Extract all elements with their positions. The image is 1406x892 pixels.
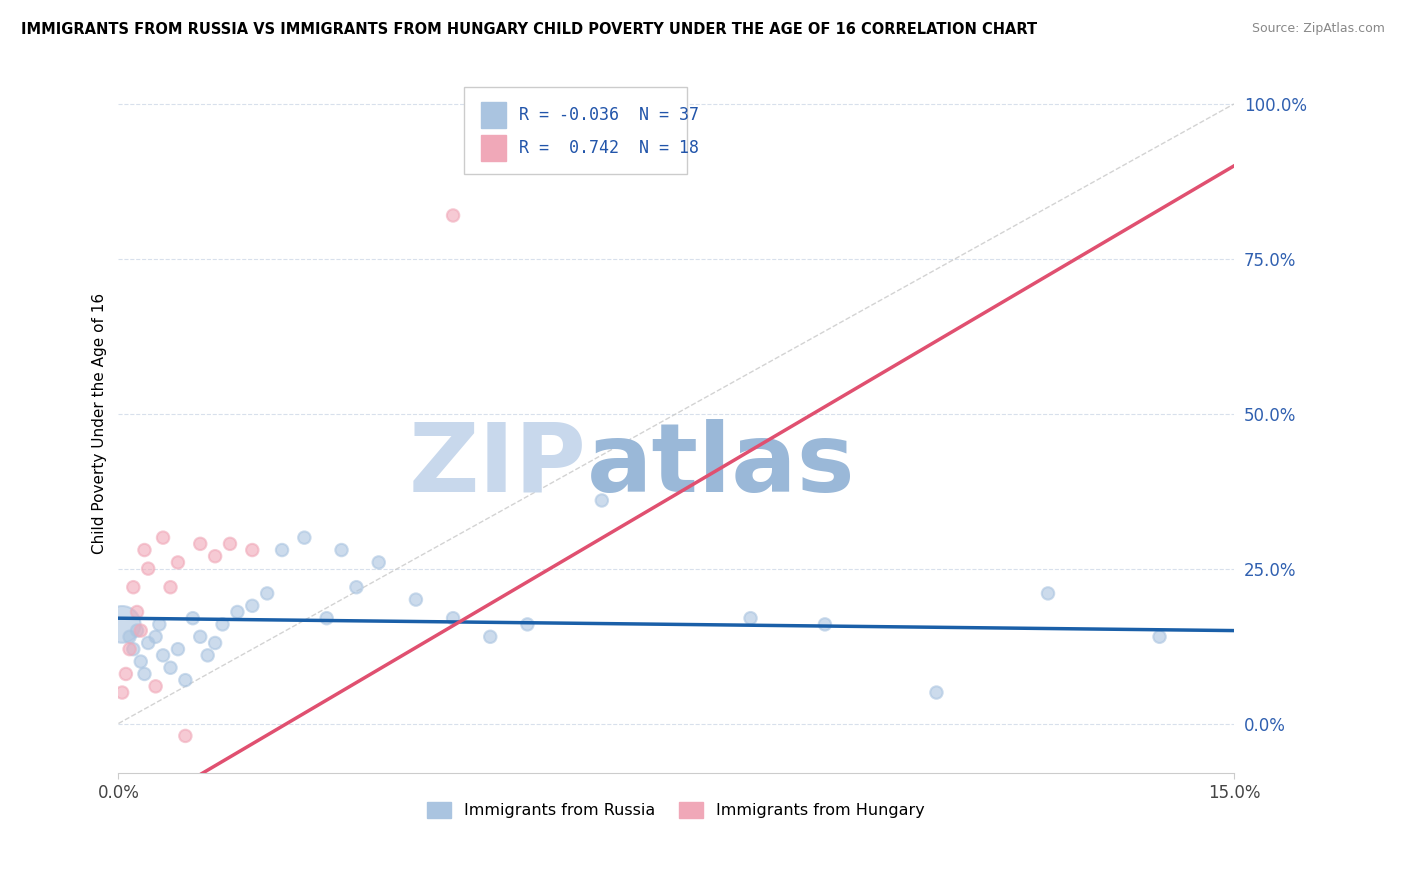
Point	[118, 642, 141, 657]
Point	[115, 667, 138, 681]
Point	[174, 729, 197, 743]
Point	[152, 648, 174, 663]
Point	[516, 617, 538, 632]
Point	[159, 661, 181, 675]
Point	[441, 209, 464, 223]
Point	[167, 642, 190, 657]
Point	[211, 617, 233, 632]
Bar	[481, 135, 506, 161]
Point	[197, 648, 219, 663]
Text: ZIP: ZIP	[409, 418, 586, 511]
Text: R =  0.742  N = 18: R = 0.742 N = 18	[519, 139, 699, 157]
Point	[122, 580, 145, 594]
Point	[134, 543, 156, 558]
Point	[814, 617, 837, 632]
Point	[204, 636, 226, 650]
Point	[122, 642, 145, 657]
Point	[256, 586, 278, 600]
Point	[136, 636, 159, 650]
Point	[240, 599, 263, 613]
Point	[118, 630, 141, 644]
Point	[226, 605, 249, 619]
Point	[181, 611, 204, 625]
Y-axis label: Child Poverty Under the Age of 16: Child Poverty Under the Age of 16	[93, 293, 107, 554]
Text: atlas: atlas	[586, 418, 856, 511]
Point	[136, 561, 159, 575]
Point	[167, 556, 190, 570]
Point	[315, 611, 337, 625]
Point	[367, 556, 389, 570]
Point	[271, 543, 294, 558]
Point	[591, 493, 613, 508]
Text: IMMIGRANTS FROM RUSSIA VS IMMIGRANTS FROM HUNGARY CHILD POVERTY UNDER THE AGE OF: IMMIGRANTS FROM RUSSIA VS IMMIGRANTS FRO…	[21, 22, 1038, 37]
Point	[145, 679, 167, 693]
Point	[441, 611, 464, 625]
Point	[159, 580, 181, 594]
Point	[204, 549, 226, 564]
Point	[479, 630, 502, 644]
Legend: Immigrants from Russia, Immigrants from Hungary: Immigrants from Russia, Immigrants from …	[420, 796, 931, 824]
Point	[405, 592, 427, 607]
Point	[344, 580, 367, 594]
Point	[111, 685, 134, 699]
Text: Source: ZipAtlas.com: Source: ZipAtlas.com	[1251, 22, 1385, 36]
Point	[188, 537, 211, 551]
Point	[188, 630, 211, 644]
Point	[129, 624, 152, 638]
Point	[292, 531, 315, 545]
Point	[1036, 586, 1059, 600]
Point	[125, 624, 148, 638]
FancyBboxPatch shape	[464, 87, 688, 175]
Point	[129, 655, 152, 669]
Point	[125, 605, 148, 619]
Point	[740, 611, 762, 625]
Point	[925, 685, 948, 699]
Point	[152, 531, 174, 545]
Point	[219, 537, 242, 551]
Point	[174, 673, 197, 688]
Point	[240, 543, 263, 558]
Point	[1149, 630, 1171, 644]
Point	[111, 617, 134, 632]
Point	[330, 543, 353, 558]
Point	[134, 667, 156, 681]
Text: R = -0.036  N = 37: R = -0.036 N = 37	[519, 106, 699, 124]
Point	[148, 617, 170, 632]
Point	[145, 630, 167, 644]
Bar	[481, 102, 506, 128]
